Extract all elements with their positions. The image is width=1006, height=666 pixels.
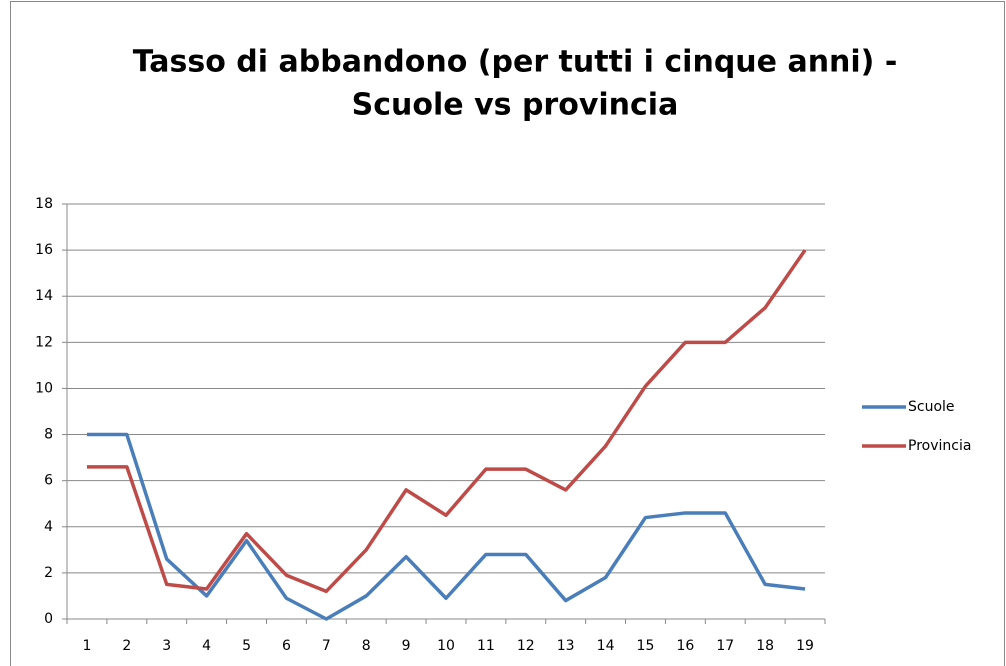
legend-label: Provincia [908, 438, 971, 454]
x-tick-label: 2 [122, 638, 131, 654]
series-line [86, 249, 807, 594]
x-tick-label: 6 [282, 638, 291, 654]
chart-title: Scuole vs provincia [352, 88, 679, 123]
x-tick-label: 8 [362, 638, 371, 654]
x-tick-label: 13 [557, 638, 575, 654]
y-tick-label: 8 [44, 427, 53, 443]
y-tick-label: 18 [35, 196, 53, 212]
x-tick-label: 18 [756, 638, 774, 654]
y-tick-label: 10 [35, 380, 53, 396]
x-tick-label: 7 [322, 638, 331, 654]
y-tick-label: 4 [44, 519, 53, 535]
y-tick-label: 0 [44, 611, 53, 627]
chart-title: Tasso di abbandono (per tutti i cinque a… [133, 45, 898, 80]
x-tick-label: 19 [796, 638, 814, 654]
x-tick-label: 4 [202, 638, 211, 654]
x-tick-label: 5 [242, 638, 251, 654]
x-tick-label: 14 [597, 638, 615, 654]
x-tick-label: 16 [676, 638, 694, 654]
y-tick-label: 12 [35, 334, 53, 350]
x-tick-label: 3 [162, 638, 171, 654]
x-tick-label: 1 [82, 638, 91, 654]
x-tick-label: 9 [402, 638, 411, 654]
x-tick-label: 17 [716, 638, 734, 654]
x-tick-label: 15 [637, 638, 655, 654]
y-tick-label: 2 [44, 565, 53, 581]
series-line [86, 432, 806, 621]
x-tick-label: 11 [477, 638, 495, 654]
y-tick-label: 6 [44, 473, 53, 489]
legend-label: Scuole [908, 399, 955, 415]
x-tick-label: 12 [517, 638, 535, 654]
x-tick-label: 10 [437, 638, 455, 654]
y-tick-label: 16 [35, 242, 53, 258]
y-tick-label: 14 [35, 288, 53, 304]
